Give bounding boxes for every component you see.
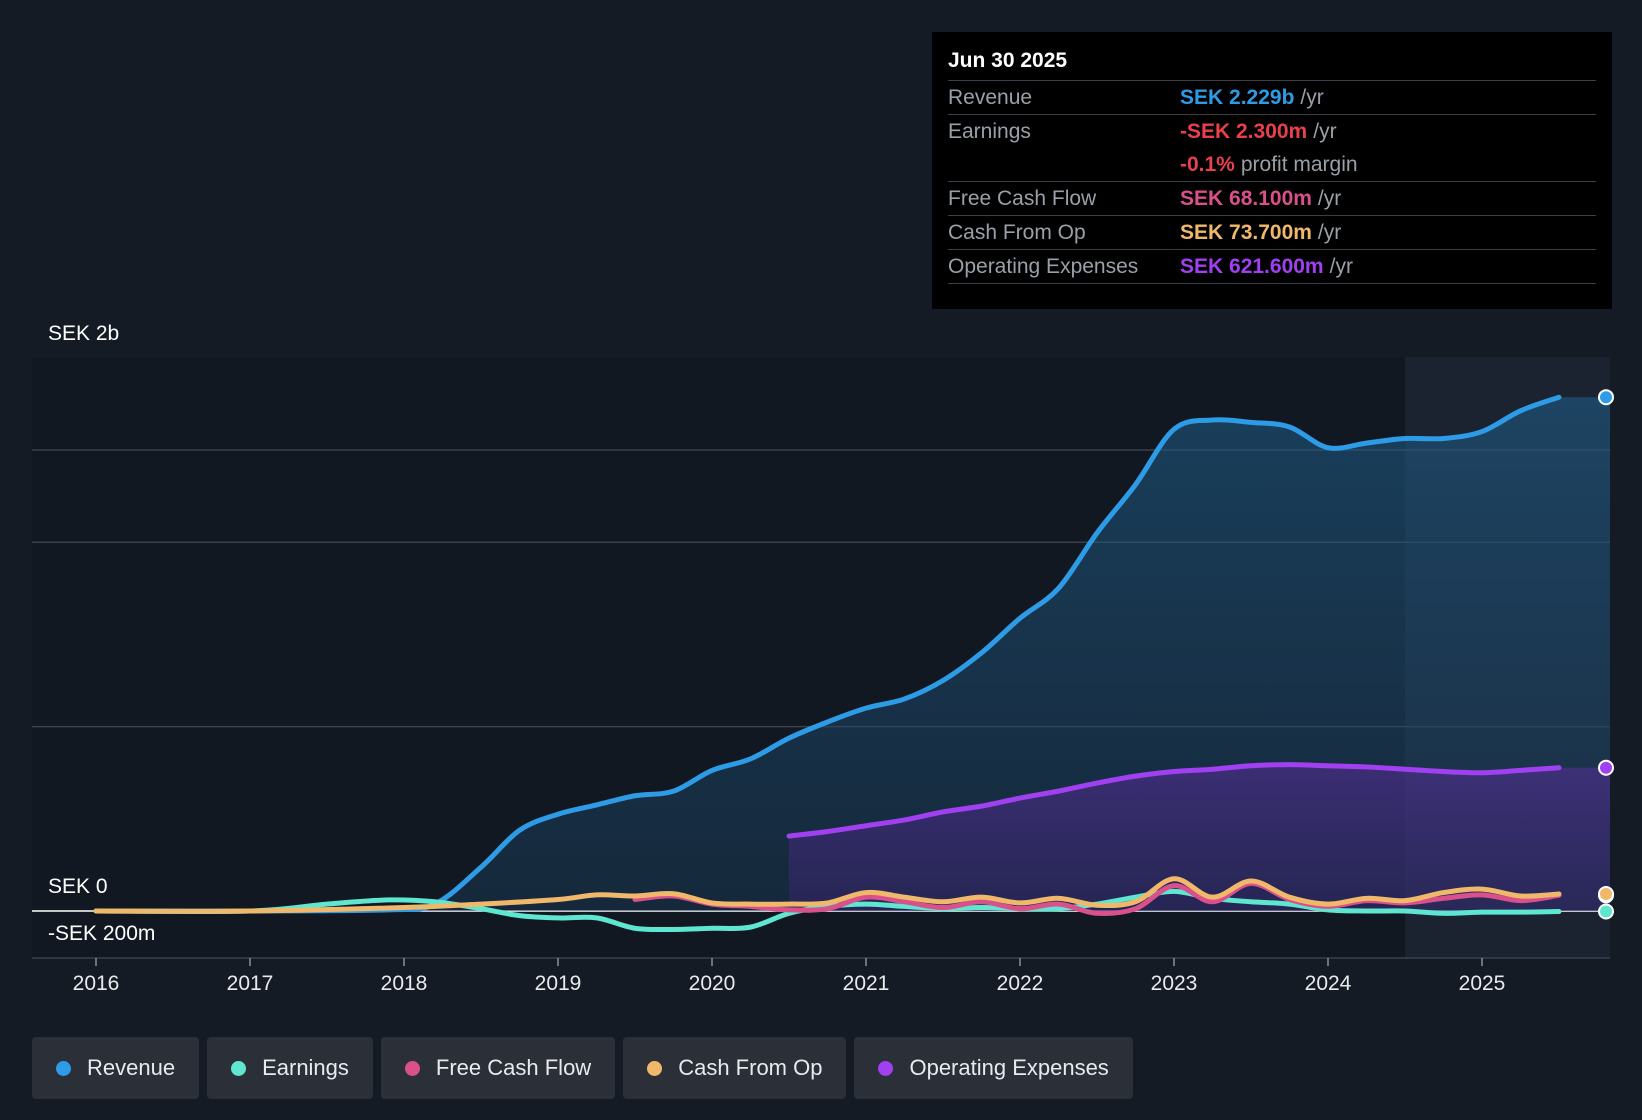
x-tick-label: 2023 xyxy=(1151,972,1198,995)
revenue-end-dot xyxy=(1598,389,1614,406)
legend-label: Operating Expenses xyxy=(909,1055,1109,1080)
tooltip-row-value: -SEK 2.300m xyxy=(1180,120,1308,143)
legend-label: Free Cash Flow xyxy=(435,1055,592,1080)
operating-expenses-line xyxy=(786,762,1562,839)
tooltip-row: Cash From Op SEK 73.700m/yr xyxy=(948,216,1596,250)
tooltip-row-value: -0.1% xyxy=(1180,153,1235,176)
tooltip-row: Revenue SEK 2.229b/yr xyxy=(948,81,1596,115)
x-tick-label: 2017 xyxy=(227,972,274,995)
tooltip-row-unit: /yr xyxy=(1317,221,1342,244)
legend-label: Cash From Op xyxy=(678,1055,823,1080)
tooltip-row-label: Cash From Op xyxy=(948,221,1086,244)
cash-from-op-end-dot xyxy=(1598,886,1614,903)
tooltip-row-value: SEK 68.100m xyxy=(1180,187,1312,210)
legend-label: Earnings xyxy=(262,1055,349,1080)
end-dots xyxy=(1598,389,1614,920)
legend: Revenue Earnings Free Cash Flow Cash From O… xyxy=(32,1037,1133,1099)
legend-dot-icon xyxy=(404,1060,420,1076)
tooltip-row: -0.1% profit margin xyxy=(948,148,1596,182)
x-tick-label: 2022 xyxy=(997,972,1044,995)
legend-label: Revenue xyxy=(87,1055,176,1080)
x-tick-label: 2016 xyxy=(73,972,120,995)
operating-expenses-end-dot xyxy=(1598,759,1614,776)
tooltip-row-value: SEK 2.229b xyxy=(1180,86,1295,109)
tooltip-row-unit: /yr xyxy=(1313,120,1337,143)
y-label-top: SEK 2b xyxy=(48,322,119,345)
tooltip-row-unit: /yr xyxy=(1329,255,1353,278)
legend-item-operating-expenses[interactable]: Operating Expenses xyxy=(854,1037,1133,1099)
x-tick-label: 2021 xyxy=(843,972,890,995)
tooltip-date: Jun 30 2025 xyxy=(948,46,1596,81)
series-lines xyxy=(93,394,1562,933)
x-tick-label: 2025 xyxy=(1459,972,1506,995)
tooltip-row-unit: profit margin xyxy=(1240,153,1358,176)
tooltip-row-label: Operating Expenses xyxy=(948,255,1139,278)
tooltip-row-unit: /yr xyxy=(1300,86,1324,109)
tooltip-row-label: Revenue xyxy=(948,86,1033,109)
tooltip-row-unit: /yr xyxy=(1317,187,1342,210)
x-tick-label: 2020 xyxy=(689,972,736,995)
tooltip-panel: Jun 30 2025 Revenue SEK 2.229b/yr Earnings… xyxy=(932,32,1612,309)
tooltip-row-value: SEK 73.700m xyxy=(1180,221,1312,244)
tooltip-row-label xyxy=(948,148,1180,181)
legend-dot-icon xyxy=(231,1060,247,1076)
legend-item-cash-from-op[interactable]: Cash From Op xyxy=(623,1037,847,1099)
x-tick-label: 2024 xyxy=(1305,972,1352,995)
legend-item-free-cash-flow[interactable]: Free Cash Flow xyxy=(380,1037,616,1099)
operating-expenses-area xyxy=(789,764,1610,911)
legend-dot-icon xyxy=(647,1060,663,1076)
y-label-zero: SEK 0 xyxy=(48,875,108,898)
legend-item-earnings[interactable]: Earnings xyxy=(207,1037,373,1099)
revenue-line xyxy=(93,394,1562,914)
earnings-line xyxy=(93,888,1562,933)
tooltip-rows: Revenue SEK 2.229b/yr Earnings -SEK 2.300m /… xyxy=(948,81,1596,284)
area-fills xyxy=(96,397,1610,912)
legend-dot-icon xyxy=(878,1060,894,1076)
cash-from-op-line xyxy=(93,876,1562,914)
legend-item-revenue[interactable]: Revenue xyxy=(32,1037,200,1099)
tooltip-row-label: Free Cash Flow xyxy=(948,187,1097,210)
tooltip-row: Earnings -SEK 2.300m/yr xyxy=(948,115,1596,148)
y-label-bottom: -SEK 200m xyxy=(48,922,155,945)
x-tick-label: 2018 xyxy=(381,972,428,995)
tooltip-row-value: SEK 621.600m xyxy=(1180,255,1324,278)
tooltip-row-label: Earnings xyxy=(948,120,1031,143)
tooltip-row: Free Cash Flow SEK 68.100m/yr xyxy=(948,182,1596,216)
x-axis-ticks: 2016 2017 2018 2019 2020 2021 2022 2023 2024 2025 xyxy=(73,958,1506,995)
x-tick-label: 2019 xyxy=(535,972,582,995)
legend-dot-icon xyxy=(56,1060,71,1076)
earnings-end-dot xyxy=(1598,903,1614,920)
tooltip-row: Operating Expenses SEK 621.600m/yr xyxy=(948,250,1596,284)
